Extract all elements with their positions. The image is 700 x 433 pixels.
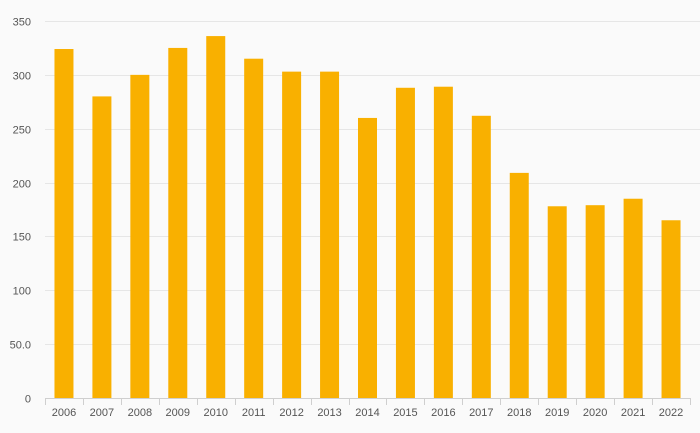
x-tick-label: 2006 xyxy=(52,407,76,419)
x-tick-label: 2014 xyxy=(355,407,379,419)
bar-2014 xyxy=(358,117,377,398)
bar-2006 xyxy=(54,49,74,398)
y-tick-labels: 0 50.0 100 150 200 250 300 350 xyxy=(10,17,31,406)
x-tick-label: 2007 xyxy=(90,407,114,419)
bar-2020 xyxy=(585,205,605,398)
x-tick-label: 2020 xyxy=(583,407,607,419)
y-tick-label: 350 xyxy=(13,17,31,29)
bar-2016 xyxy=(433,86,453,399)
bar-2011 xyxy=(244,58,264,398)
axes xyxy=(45,398,691,405)
x-tick-label: 2013 xyxy=(317,407,341,419)
bar-2007 xyxy=(92,96,112,399)
x-tick-label: 2015 xyxy=(393,407,417,419)
bar-2010 xyxy=(206,36,226,398)
bar-2009 xyxy=(168,47,188,399)
bar-2021 xyxy=(623,198,643,398)
bar-2017 xyxy=(471,115,491,398)
x-tick-label: 2008 xyxy=(128,407,152,419)
bar-2022 xyxy=(661,220,681,398)
y-tick-label: 150 xyxy=(13,232,31,244)
x-tick-label: 2012 xyxy=(279,407,303,419)
x-tick-label: 2018 xyxy=(507,407,531,419)
x-tick-label: 2016 xyxy=(431,407,455,419)
y-tick-label: 300 xyxy=(13,71,31,83)
y-tick-label: 200 xyxy=(13,179,31,191)
x-tick-label: 2017 xyxy=(469,407,493,419)
y-tick-label: 100 xyxy=(13,286,31,298)
bar-2018 xyxy=(509,172,529,398)
x-tick-label: 2011 xyxy=(242,407,266,419)
bar-2019 xyxy=(547,206,567,398)
bar-2008 xyxy=(130,74,150,399)
x-tick-label: 2019 xyxy=(545,407,569,419)
x-tick-label: 2010 xyxy=(203,407,227,419)
x-tick-labels: 2006 2007 2008 2009 2010 2011 2012 2013 2014 2015… xyxy=(52,407,684,419)
bar-2015 xyxy=(395,87,415,398)
y-tick-label: 50.0 xyxy=(10,340,31,352)
y-tick-label: 0 xyxy=(25,394,31,406)
x-tick-label: 2009 xyxy=(166,407,190,419)
x-tick-label: 2021 xyxy=(621,407,645,419)
bar-2013 xyxy=(320,71,340,398)
bar-2012 xyxy=(282,71,302,398)
bars xyxy=(54,36,681,399)
x-tick-label: 2022 xyxy=(659,407,683,419)
y-tick-label: 250 xyxy=(13,125,31,137)
